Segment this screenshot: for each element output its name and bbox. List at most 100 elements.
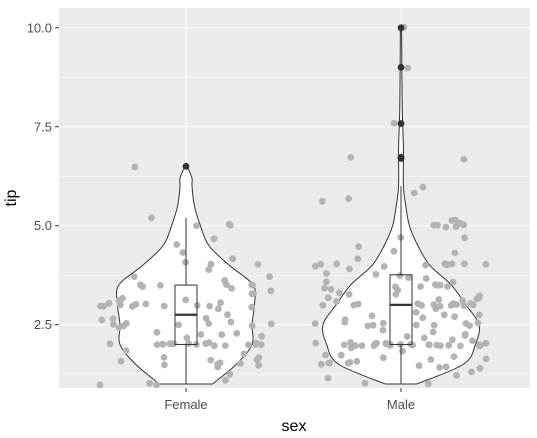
data-point [185,340,193,347]
outlier-point [397,120,405,127]
data-point [469,337,476,344]
data-point [218,331,226,338]
data-point [228,285,236,292]
data-point [380,263,388,270]
data-point [333,260,340,268]
data-point [415,362,423,369]
data-point [117,357,125,365]
data-point [166,340,174,348]
data-point [345,195,352,202]
data-point [453,301,460,308]
data-point [436,302,444,310]
data-point [160,354,168,361]
data-point [267,287,275,295]
data-point [183,334,191,342]
data-point [258,332,265,340]
data-point [430,301,438,308]
data-point [418,301,425,309]
data-point [249,281,256,289]
data-point [321,284,328,292]
data-point [227,318,235,326]
data-point [323,270,330,277]
data-point [396,272,404,279]
data-point [355,243,362,251]
data-point [160,302,168,310]
data-point [451,313,458,320]
data-point [222,342,229,349]
data-point [120,322,128,330]
data-point [346,265,353,273]
data-point [210,235,218,243]
data-point [137,281,144,289]
data-point [427,356,435,363]
data-point [461,234,468,242]
data-point [225,220,233,228]
data-point [422,275,430,282]
data-point [390,119,398,127]
data-point [434,221,441,229]
data-point [173,241,181,248]
y-axis: 2.5 5.0 7.5 10.0 [27,20,59,332]
data-point [245,341,252,349]
data-point [435,296,443,303]
data-point [346,359,354,366]
data-point [217,299,224,307]
data-point [358,342,366,350]
data-point [193,222,201,230]
outlier-point [397,63,405,71]
x-axis-title: sex [282,418,307,435]
data-point [361,379,369,387]
data-point [449,278,457,286]
data-point [379,319,387,327]
data-point [430,321,438,329]
data-point [311,320,319,327]
data-point [459,297,466,305]
data-point [146,379,154,387]
outlier-point [182,162,190,170]
data-point [237,360,244,367]
data-point [122,347,130,354]
data-point [131,163,139,171]
data-point [311,262,319,270]
data-point [326,359,333,367]
data-point [266,273,273,281]
data-point [347,154,355,161]
data-point [434,282,441,289]
data-point [405,274,413,281]
y-tick-label: 7.5 [34,119,52,134]
data-point [390,247,398,255]
data-point [319,301,327,309]
data-point [422,261,429,269]
data-point [417,283,424,290]
data-point [440,311,448,319]
data-point [214,360,222,368]
data-point [153,341,161,348]
data-point [248,303,256,311]
data-point [322,278,330,286]
data-point [369,321,377,329]
data-point [412,321,420,329]
data-point [179,249,187,256]
data-point [248,322,256,330]
data-point [340,341,348,349]
data-point [409,341,416,349]
jitter-points [96,24,490,389]
data-point [96,381,104,389]
data-point [233,329,241,337]
data-point [474,319,482,327]
data-point [404,64,411,72]
data-point [475,311,483,319]
data-point [248,290,256,298]
data-point [448,336,456,344]
data-point [317,260,325,268]
data-point [370,342,378,349]
data-point [130,273,138,280]
data-point [324,294,332,302]
outlier-point [397,153,405,161]
data-point [335,289,343,297]
data-point [240,350,248,358]
data-point [442,363,450,371]
data-point [206,302,214,310]
data-point [142,300,150,308]
